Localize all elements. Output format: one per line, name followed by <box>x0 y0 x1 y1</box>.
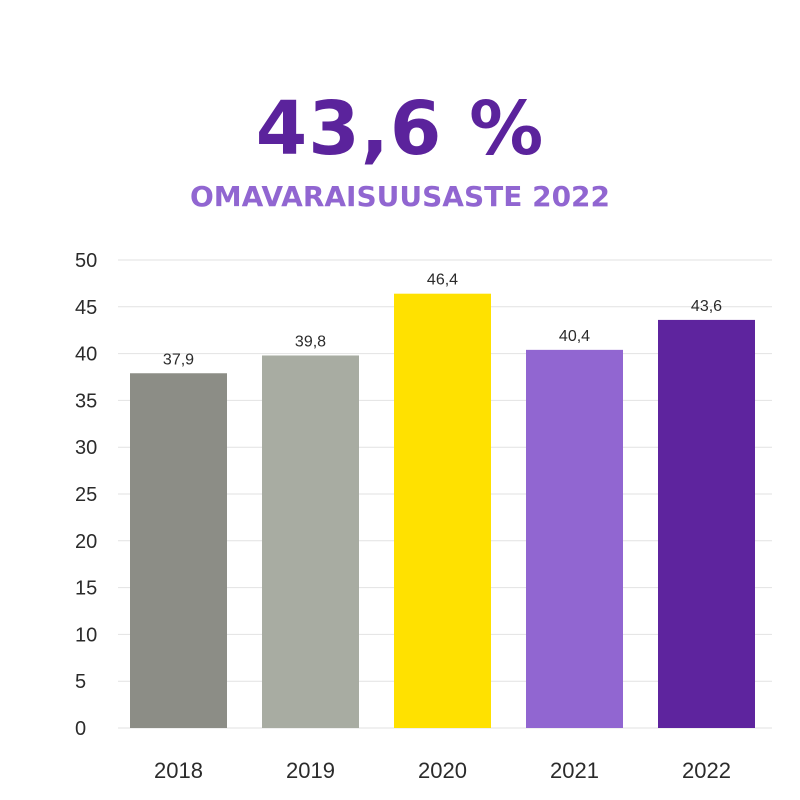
bar-2022 <box>658 319 755 728</box>
x-tick-label: 2018 <box>154 758 203 783</box>
y-tick-label: 30 <box>75 437 97 459</box>
data-label: 39,8 <box>295 333 326 350</box>
y-tick-label: 45 <box>75 297 97 319</box>
bar-2021 <box>526 349 623 728</box>
bar-2018 <box>130 373 227 728</box>
x-tick-label: 2021 <box>550 758 599 783</box>
y-tick-label: 0 <box>75 718 86 740</box>
x-tick-label: 2020 <box>418 758 467 783</box>
y-tick-label: 25 <box>75 484 97 506</box>
bar-2019 <box>262 355 359 728</box>
y-tick-label: 5 <box>75 671 86 693</box>
x-tick-label: 2019 <box>286 758 335 783</box>
y-tick-label: 40 <box>75 344 97 366</box>
chart-subtitle: OMAVARAISUUSASTE 2022 <box>189 180 611 213</box>
y-tick-label: 15 <box>75 578 97 600</box>
headline-value: 43,6 % <box>255 86 545 172</box>
data-label: 46,4 <box>427 272 458 289</box>
x-tick-label: 2022 <box>682 758 731 783</box>
y-tick-label: 35 <box>75 390 97 412</box>
y-tick-label: 20 <box>75 531 97 553</box>
bar-2020 <box>394 293 491 728</box>
data-label: 43,6 <box>691 298 722 315</box>
data-label: 37,9 <box>163 351 194 368</box>
y-tick-label: 50 <box>75 250 97 272</box>
data-label: 40,4 <box>559 328 590 345</box>
y-tick-label: 10 <box>75 624 97 646</box>
